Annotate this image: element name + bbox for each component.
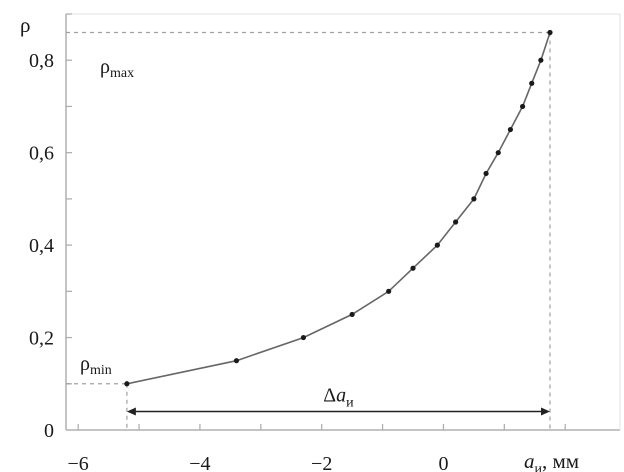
rho-max-label-main: ρ [100,56,110,78]
data-point [547,29,553,36]
x-tick-label: 0 [438,453,448,472]
axis-labels: ρaи, мм [20,13,579,472]
data-point [300,334,307,341]
data-point [529,80,535,86]
x-tick-label: −2 [311,453,332,472]
x-tick-label: −4 [189,453,210,472]
data-point [410,265,416,271]
y-tick-label: 0,8 [29,50,54,72]
data-point [453,219,459,225]
data-point [434,242,440,248]
rho-min-label-sub: min [90,363,112,378]
rho-max-label: ρmax [100,56,134,81]
delta-label: Δaи [323,385,354,411]
data-point [507,126,514,133]
x-tick-label: −6 [68,453,89,472]
data-point [233,358,240,364]
rho-min-label: ρmin [80,353,112,378]
data-point [124,381,130,387]
x-axis-label-sub: и [535,462,543,472]
x-axis-label-unit: , мм [542,449,579,472]
data-point [349,311,355,318]
y-tick-label: 0,4 [29,235,54,257]
data-point [386,288,392,294]
delta-arrow-right-head [540,407,550,416]
data-point [538,57,544,63]
data-point [495,150,501,156]
series-line [126,32,551,385]
delta-label-sub: и [346,396,354,411]
tick-labels: 0 0,2 0,4 0,6 0,8 −6 −4 −2 0 [29,50,448,472]
series [124,29,553,387]
data-point [483,170,489,177]
y-tick-label: 0 [44,420,54,442]
rho-min-label-main: ρ [80,353,90,375]
rho-max-label-sub: max [110,66,134,81]
data-point [471,196,477,202]
x-axis-label: aи, мм [524,449,579,472]
delta-label-prefix: Δ [323,385,336,407]
axes [65,13,621,431]
guide-lines [66,31,551,430]
delta-arrow-left-head [126,407,136,416]
data-point [519,103,526,110]
y-tick-label: 0,6 [29,143,54,165]
delta-label-main: a [336,385,346,407]
x-axis-label-main: a [524,449,535,472]
y-tick-label: 0,2 [29,328,54,350]
y-axis-label: ρ [20,13,30,37]
